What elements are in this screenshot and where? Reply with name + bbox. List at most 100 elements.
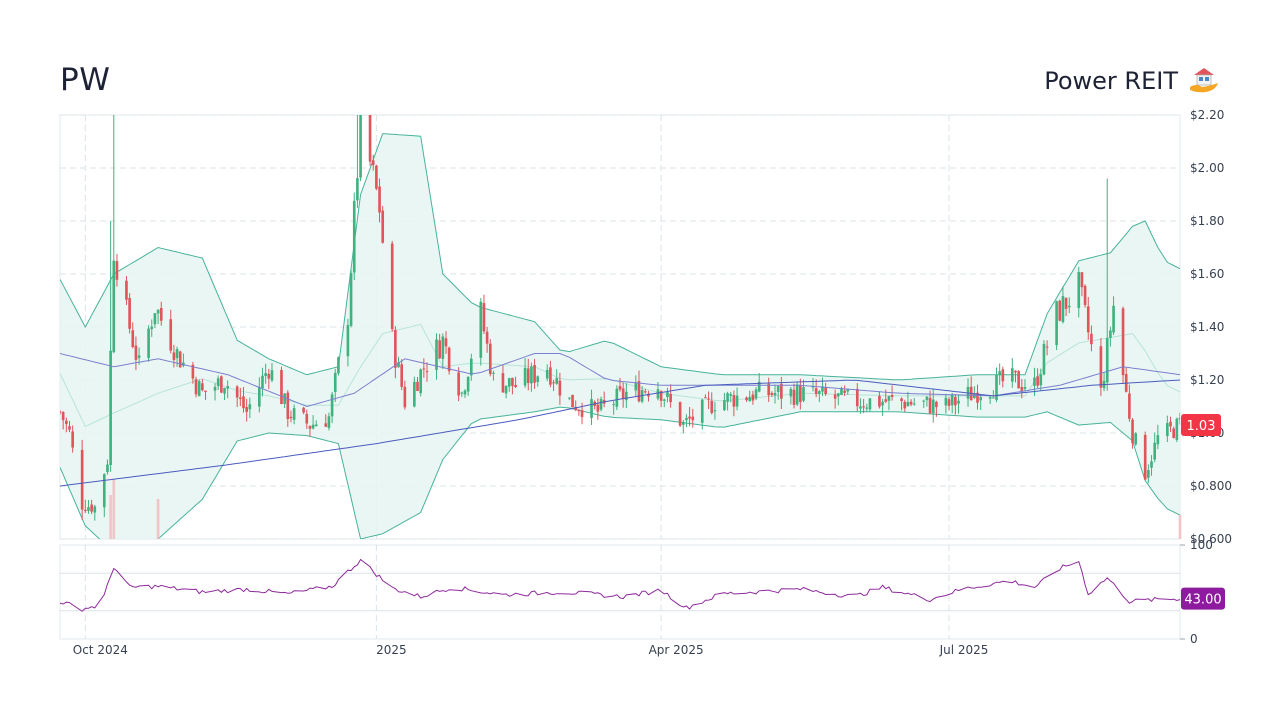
candle-body	[704, 397, 707, 399]
candle-body	[890, 395, 894, 397]
candle-body	[685, 417, 688, 421]
candle-body	[1112, 305, 1115, 333]
candle-body	[191, 364, 195, 379]
bollinger-lower	[60, 406, 1180, 539]
candle-body	[371, 160, 375, 166]
price-tick-label: $1.80	[1190, 214, 1224, 228]
candle-body	[792, 389, 796, 405]
candle-body	[1058, 300, 1062, 321]
candle-body	[526, 368, 530, 383]
candle-body	[615, 388, 619, 407]
candle-body	[1077, 272, 1081, 308]
candle-body	[1169, 421, 1172, 427]
candle-body	[729, 394, 733, 396]
candle-body	[441, 336, 445, 359]
candle-body	[590, 399, 593, 418]
rsi-badge	[1181, 587, 1225, 610]
price-tick-label: $2.00	[1190, 161, 1224, 175]
candle-body	[359, 115, 362, 178]
candle-body	[204, 390, 207, 392]
candle-body	[65, 420, 68, 424]
candle-body	[647, 393, 650, 397]
candle-body	[235, 386, 239, 398]
candle-body	[912, 403, 916, 405]
candle-body	[859, 406, 862, 409]
candle-body	[438, 340, 441, 359]
candle-body	[425, 371, 429, 373]
candle-body	[102, 474, 106, 508]
candle-body	[330, 394, 334, 417]
candle-body	[637, 381, 641, 402]
candle-body	[1055, 301, 1058, 346]
candle-body	[270, 370, 274, 381]
candle-body	[460, 392, 464, 394]
candle-body	[1042, 343, 1046, 375]
price-tick-label: $1.40	[1190, 320, 1224, 334]
candle-body	[1036, 376, 1039, 386]
candle-body	[745, 397, 748, 401]
candle-body	[751, 394, 755, 401]
candle-body	[1061, 296, 1065, 323]
candle-body	[625, 391, 628, 401]
candle-body	[710, 400, 714, 414]
candle-body	[757, 381, 761, 392]
candle-body	[159, 307, 163, 321]
candle-body	[90, 504, 93, 512]
candle-body	[887, 396, 891, 401]
candle-body	[286, 392, 290, 420]
candle-body	[928, 397, 932, 414]
candle-body	[789, 388, 793, 397]
candle-body	[1010, 368, 1014, 382]
candle-body	[485, 331, 489, 344]
candle-body	[324, 423, 328, 427]
candle-body	[169, 319, 173, 351]
candle-body	[957, 400, 960, 404]
candle-body	[337, 357, 340, 374]
candle-body	[87, 507, 90, 511]
price-tick-label: $0.600	[1190, 532, 1232, 546]
candle-body	[400, 364, 404, 387]
candle-body	[1083, 285, 1087, 306]
candle-body	[1045, 346, 1049, 348]
ticker-symbol: PW	[60, 62, 111, 98]
candle-body	[732, 395, 736, 407]
candle-body	[239, 397, 242, 399]
candle-body	[172, 352, 176, 361]
candle-body	[267, 373, 271, 379]
candle-body	[681, 422, 685, 425]
candle-body	[311, 424, 315, 429]
rsi-panel	[59, 558, 1181, 612]
candle-body	[555, 378, 559, 384]
price-badge	[1181, 414, 1221, 437]
time-tick-label: Oct 2024	[73, 643, 128, 657]
candle-body	[314, 424, 318, 427]
candle-body	[574, 406, 578, 410]
candle-body	[83, 509, 87, 512]
candle-body	[153, 313, 157, 325]
candle-body	[390, 243, 394, 330]
candle-body	[818, 391, 821, 394]
candle-body	[1153, 442, 1157, 460]
candle-body	[1001, 369, 1005, 382]
bollinger-bands	[60, 133, 1180, 539]
candle-body	[128, 297, 131, 329]
candle-body	[795, 384, 799, 405]
bollinger-fill	[60, 133, 1180, 539]
candle-body	[568, 397, 571, 399]
candle-body	[134, 345, 138, 360]
candle-body	[992, 397, 995, 399]
candle-body	[463, 390, 467, 395]
candle-body	[922, 400, 926, 402]
candle-body	[112, 260, 116, 353]
candle-body	[352, 200, 356, 273]
candle-body	[1099, 346, 1103, 388]
candle-body	[549, 367, 552, 385]
candle-body	[444, 338, 448, 347]
candle-body	[523, 367, 527, 386]
candle-body	[194, 379, 198, 395]
candle-body	[998, 371, 1001, 376]
candle-body	[950, 394, 954, 406]
candle-body	[634, 382, 638, 391]
candle-body	[280, 369, 283, 405]
